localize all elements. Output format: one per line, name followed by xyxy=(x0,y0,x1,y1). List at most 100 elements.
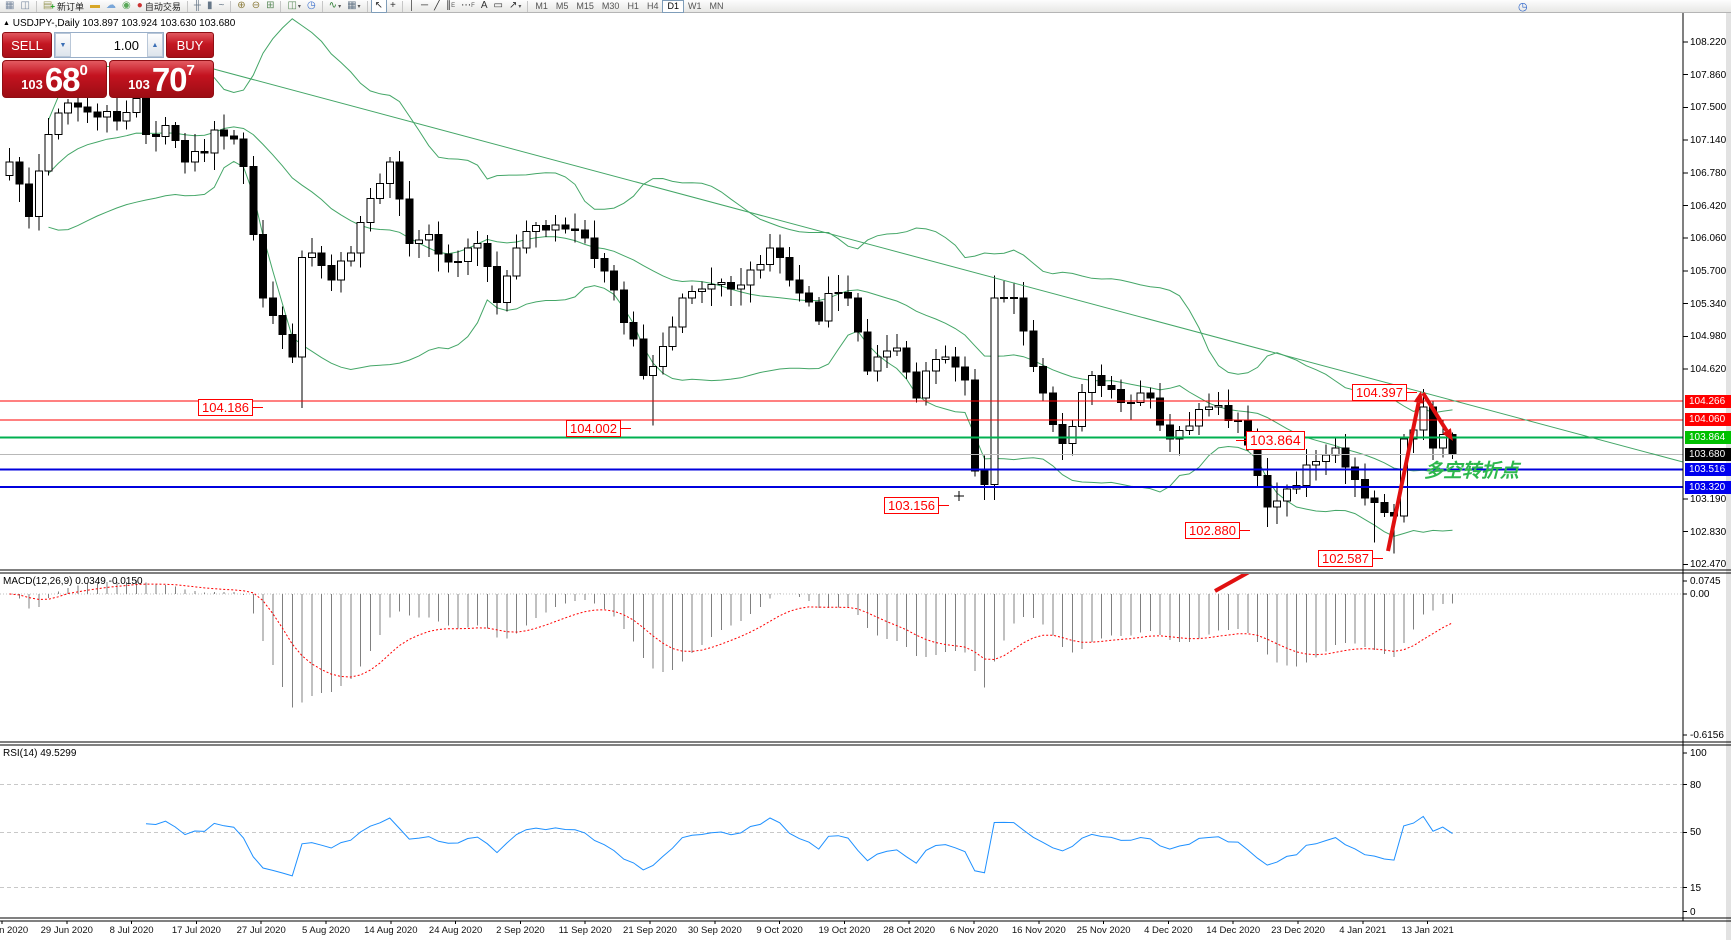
text-icon[interactable]: A xyxy=(478,0,491,12)
chart-window-icon[interactable]: ▦ xyxy=(2,0,17,12)
price-pane xyxy=(0,18,1683,554)
toolbar-separator xyxy=(35,0,37,12)
rsi-line xyxy=(145,815,1453,877)
market-watch-icon[interactable]: ◫ xyxy=(17,0,32,12)
rsi-pane xyxy=(0,784,1683,889)
sell-button[interactable]: SELL xyxy=(2,32,52,58)
trendline-icon: ╱ xyxy=(434,0,441,11)
chevron-down-icon: ▾ xyxy=(297,3,301,10)
symbol-marker-icon: ▲ xyxy=(3,20,10,27)
icon-subscript: F xyxy=(471,3,475,9)
red-arrow xyxy=(1214,574,1250,593)
candlestick-chart-icon[interactable]: ▮ xyxy=(204,0,216,12)
date-label: 19 Oct 2020 xyxy=(818,925,871,936)
crosshair-icon[interactable]: + xyxy=(387,0,399,12)
price-tick-label: 108.220 xyxy=(1690,37,1727,48)
macd-signal-line xyxy=(9,583,1453,678)
signal-icon[interactable]: ◉ xyxy=(119,0,134,12)
chart-list-icon[interactable]: ▦ ▾ xyxy=(344,0,363,12)
timeframe-m15[interactable]: M15 xyxy=(576,1,594,11)
autotrading-icon[interactable]: ● 自动交易 xyxy=(134,0,184,12)
timeframe-d1[interactable]: D1 xyxy=(662,0,684,13)
ohlc-quotes: 103.897 103.924 103.630 103.680 xyxy=(82,18,236,29)
macd-axis-label: -0.6156 xyxy=(1690,730,1724,741)
timeframe-h1[interactable]: H1 xyxy=(627,1,639,11)
cloud-icon: ☁ xyxy=(106,0,117,11)
main-toolbar: ▦ ◫ ▤ + 新订单 ▬ ☁ ◉ ● 自动交易 ╫ ▮ ~ ⊕ ⊖ ⊞ ◫ ▾ ◷ ∿ ▾ ▦ ▾ ↖ + │ ─ ╱ ∥ E ⋯ F A ▭ ↗… xyxy=(0,0,1731,13)
market-watch-icon: ◫ xyxy=(20,0,30,11)
buy-price-main: 70 xyxy=(151,61,188,98)
sell-price-display[interactable]: 103 68 0 xyxy=(2,60,107,98)
date-label: 13 Jan 2021 xyxy=(1401,925,1454,936)
volume-input[interactable]: 1.00 xyxy=(113,37,139,53)
price-tick-label: 107.140 xyxy=(1690,135,1727,147)
rsi-axis-label: 15 xyxy=(1690,882,1702,894)
line-chart-icon: ~ xyxy=(218,0,225,11)
toolbar-separator xyxy=(280,0,282,12)
clock-icon[interactable]: ◷ xyxy=(1518,1,1528,13)
date-label: 14 Dec 2020 xyxy=(1206,925,1261,936)
autotrading-icon-label: 自动交易 xyxy=(144,1,181,12)
price-tick-label: 107.860 xyxy=(1690,69,1727,81)
price-tick-label: 106.060 xyxy=(1690,233,1727,245)
gold-icon[interactable]: ▬ xyxy=(87,0,103,12)
sell-price-prefix: 103 xyxy=(21,77,43,92)
date-label: 4 Dec 2020 xyxy=(1144,925,1193,936)
price-tick-label: 102.470 xyxy=(1690,559,1727,571)
macd-axis-label: 0.0745 xyxy=(1690,576,1721,587)
price-tick-label: 102.830 xyxy=(1690,526,1727,538)
arrows-icon[interactable]: ↗ ▾ xyxy=(506,0,524,12)
cursor-icon[interactable]: ↖ xyxy=(370,0,387,13)
buy-price-prefix: 103 xyxy=(128,77,150,92)
timeframe-m1[interactable]: M1 xyxy=(535,1,548,11)
rsi-axis-label: 80 xyxy=(1690,779,1702,791)
rsi-axis-label: 50 xyxy=(1690,827,1702,839)
date-label: 17 Jul 2020 xyxy=(171,925,221,936)
price-axis-box-104.266: 104.266 xyxy=(1685,394,1731,408)
zoom-in-icon[interactable]: ⊕ xyxy=(234,0,248,12)
timeframe-w1[interactable]: W1 xyxy=(687,1,702,11)
volume-decrease-button[interactable]: ▼ xyxy=(55,33,71,57)
label-icon[interactable]: ▭ xyxy=(491,0,506,12)
bar-chart-icon: ╫ xyxy=(193,0,201,11)
date-label: 27 Jul 2020 xyxy=(236,925,286,936)
chevron-down-icon: ▾ xyxy=(357,3,361,10)
candlesticks xyxy=(5,83,1457,554)
channel-icon[interactable]: ∥ E xyxy=(443,0,458,12)
new-order-icon: ▤ xyxy=(42,0,53,11)
cloud-icon[interactable]: ☁ xyxy=(103,0,119,12)
date-label: 6 Nov 2020 xyxy=(949,925,999,936)
timeframe-h4[interactable]: H4 xyxy=(646,1,659,11)
volume-increase-button[interactable]: ▲ xyxy=(147,33,163,57)
macd-axis-label: 0.00 xyxy=(1690,589,1710,600)
horizontal-line-icon[interactable]: ─ xyxy=(418,0,431,12)
vertical-line-icon[interactable]: │ xyxy=(406,0,418,12)
rsi-indicator-label: RSI(14) 49.5299 xyxy=(3,748,77,759)
profiles-clock-icon[interactable]: ◷ xyxy=(304,0,319,12)
fibonacci-icon[interactable]: ⋯ F xyxy=(458,0,478,12)
zoom-out-icon[interactable]: ⊖ xyxy=(249,0,263,12)
tile-windows-icon[interactable]: ⊞ xyxy=(263,0,277,12)
timeframe-m30[interactable]: M30 xyxy=(601,1,620,11)
buy-button[interactable]: BUY xyxy=(166,32,214,58)
toolbar-separator xyxy=(186,0,188,12)
red-arrowhead xyxy=(1442,428,1453,441)
cross-marker xyxy=(954,491,964,501)
bar-chart-icon[interactable]: ╫ xyxy=(191,0,204,12)
buy-price-display[interactable]: 103 70 7 xyxy=(109,60,214,98)
trendline-icon[interactable]: ╱ xyxy=(431,0,443,12)
toolbar-separator xyxy=(321,0,323,12)
horizontal-line-icon: ─ xyxy=(421,0,429,11)
timeframe-mn[interactable]: MN xyxy=(709,1,724,11)
line-chart-icon[interactable]: ~ xyxy=(215,0,227,12)
price-tick-label: 107.500 xyxy=(1690,102,1727,114)
new-chart-icon[interactable]: ◫ ▾ xyxy=(284,0,303,12)
indicators-icon[interactable]: ∿ ▾ xyxy=(326,0,344,12)
autotrading-icon: ● xyxy=(136,0,143,11)
plus-badge-icon: + xyxy=(50,1,56,11)
text-icon: A xyxy=(480,0,488,11)
date-label: 5 Aug 2020 xyxy=(301,925,351,936)
new-order-icon[interactable]: ▤ + 新订单 xyxy=(40,0,87,12)
timeframe-m5[interactable]: M5 xyxy=(555,1,569,11)
